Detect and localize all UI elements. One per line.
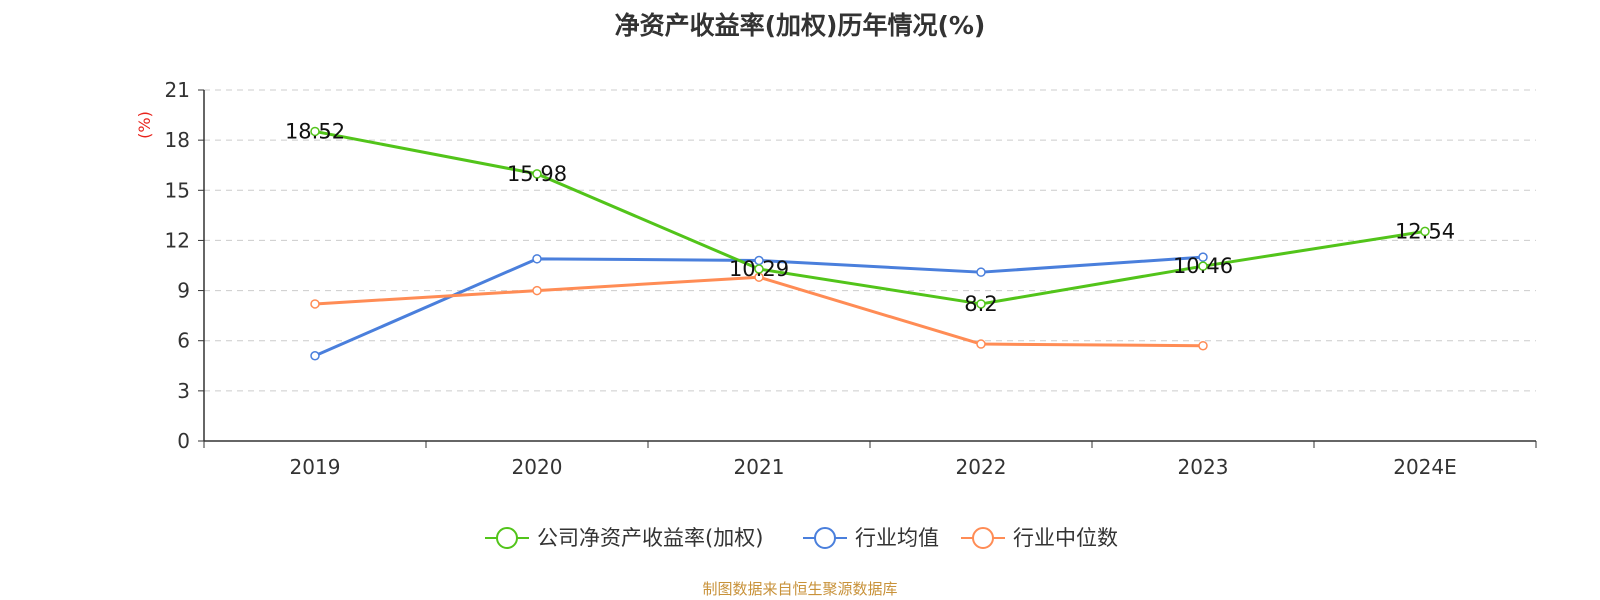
data-point bbox=[1198, 252, 1208, 262]
chart-title: 净资产收益率(加权)历年情况(%) bbox=[614, 11, 986, 40]
data-point bbox=[310, 299, 320, 309]
y-tick-label: 21 bbox=[165, 78, 190, 102]
data-point bbox=[310, 126, 320, 137]
data-point bbox=[976, 299, 986, 309]
legend-layer: 公司净资产收益率(加权) 行业均值 行业中位数 bbox=[485, 526, 1118, 550]
data-point bbox=[976, 339, 986, 349]
data-point bbox=[754, 264, 764, 274]
data-point bbox=[532, 285, 542, 296]
legend-marker bbox=[814, 527, 836, 549]
y-tick-label: 18 bbox=[165, 128, 190, 152]
y-tick-label: 6 bbox=[177, 329, 190, 353]
legend-marker bbox=[496, 527, 518, 549]
y-axis-label: (%) bbox=[135, 111, 154, 139]
data-point bbox=[1420, 226, 1430, 237]
data-label: 10.46 bbox=[1173, 254, 1233, 278]
data-label: 10.29 bbox=[729, 257, 789, 281]
y-tick-label: 15 bbox=[165, 178, 190, 202]
x-tick-label: 2020 bbox=[512, 455, 563, 479]
data-point bbox=[1198, 340, 1208, 351]
series-line bbox=[314, 129, 1426, 306]
source-note: 制图数据来自恒生聚源数据库 bbox=[702, 580, 898, 598]
data-label: 15.98 bbox=[507, 162, 567, 186]
x-tick-label: 2022 bbox=[956, 455, 1007, 479]
legend-label: 行业中位数 bbox=[1013, 526, 1118, 550]
y-tick-label: 0 bbox=[177, 429, 190, 453]
x-tick-label: 2023 bbox=[1178, 455, 1229, 479]
data-label: 12.54 bbox=[1395, 219, 1455, 243]
data-point bbox=[1198, 261, 1208, 271]
label-layer: 18.52 15.98 10.29 8.2 10.46 12.54 bbox=[285, 119, 1455, 315]
data-point bbox=[532, 169, 542, 179]
legend-marker bbox=[972, 527, 994, 549]
y-tick-label: 3 bbox=[177, 379, 190, 403]
series-layer bbox=[310, 126, 1430, 361]
axis-layer: 0 3 6 9 12 15 18 21 (%) 2019 2020 2021 2022 2023 2024E bbox=[135, 78, 1537, 479]
legend-label: 行业均值 bbox=[855, 526, 939, 550]
y-tick-label: 12 bbox=[165, 228, 190, 252]
x-tick-label: 2021 bbox=[734, 455, 785, 479]
grid-layer bbox=[204, 89, 1536, 392]
data-point bbox=[310, 351, 320, 361]
data-point bbox=[532, 254, 542, 264]
data-label: 8.2 bbox=[964, 292, 997, 316]
legend-label: 公司净资产收益率(加权) bbox=[537, 526, 763, 550]
data-label: 18.52 bbox=[285, 119, 345, 143]
data-point bbox=[976, 267, 986, 277]
y-tick-label: 9 bbox=[177, 279, 190, 303]
x-tick-label: 2024E bbox=[1393, 455, 1457, 479]
x-tick-label: 2019 bbox=[290, 455, 341, 479]
